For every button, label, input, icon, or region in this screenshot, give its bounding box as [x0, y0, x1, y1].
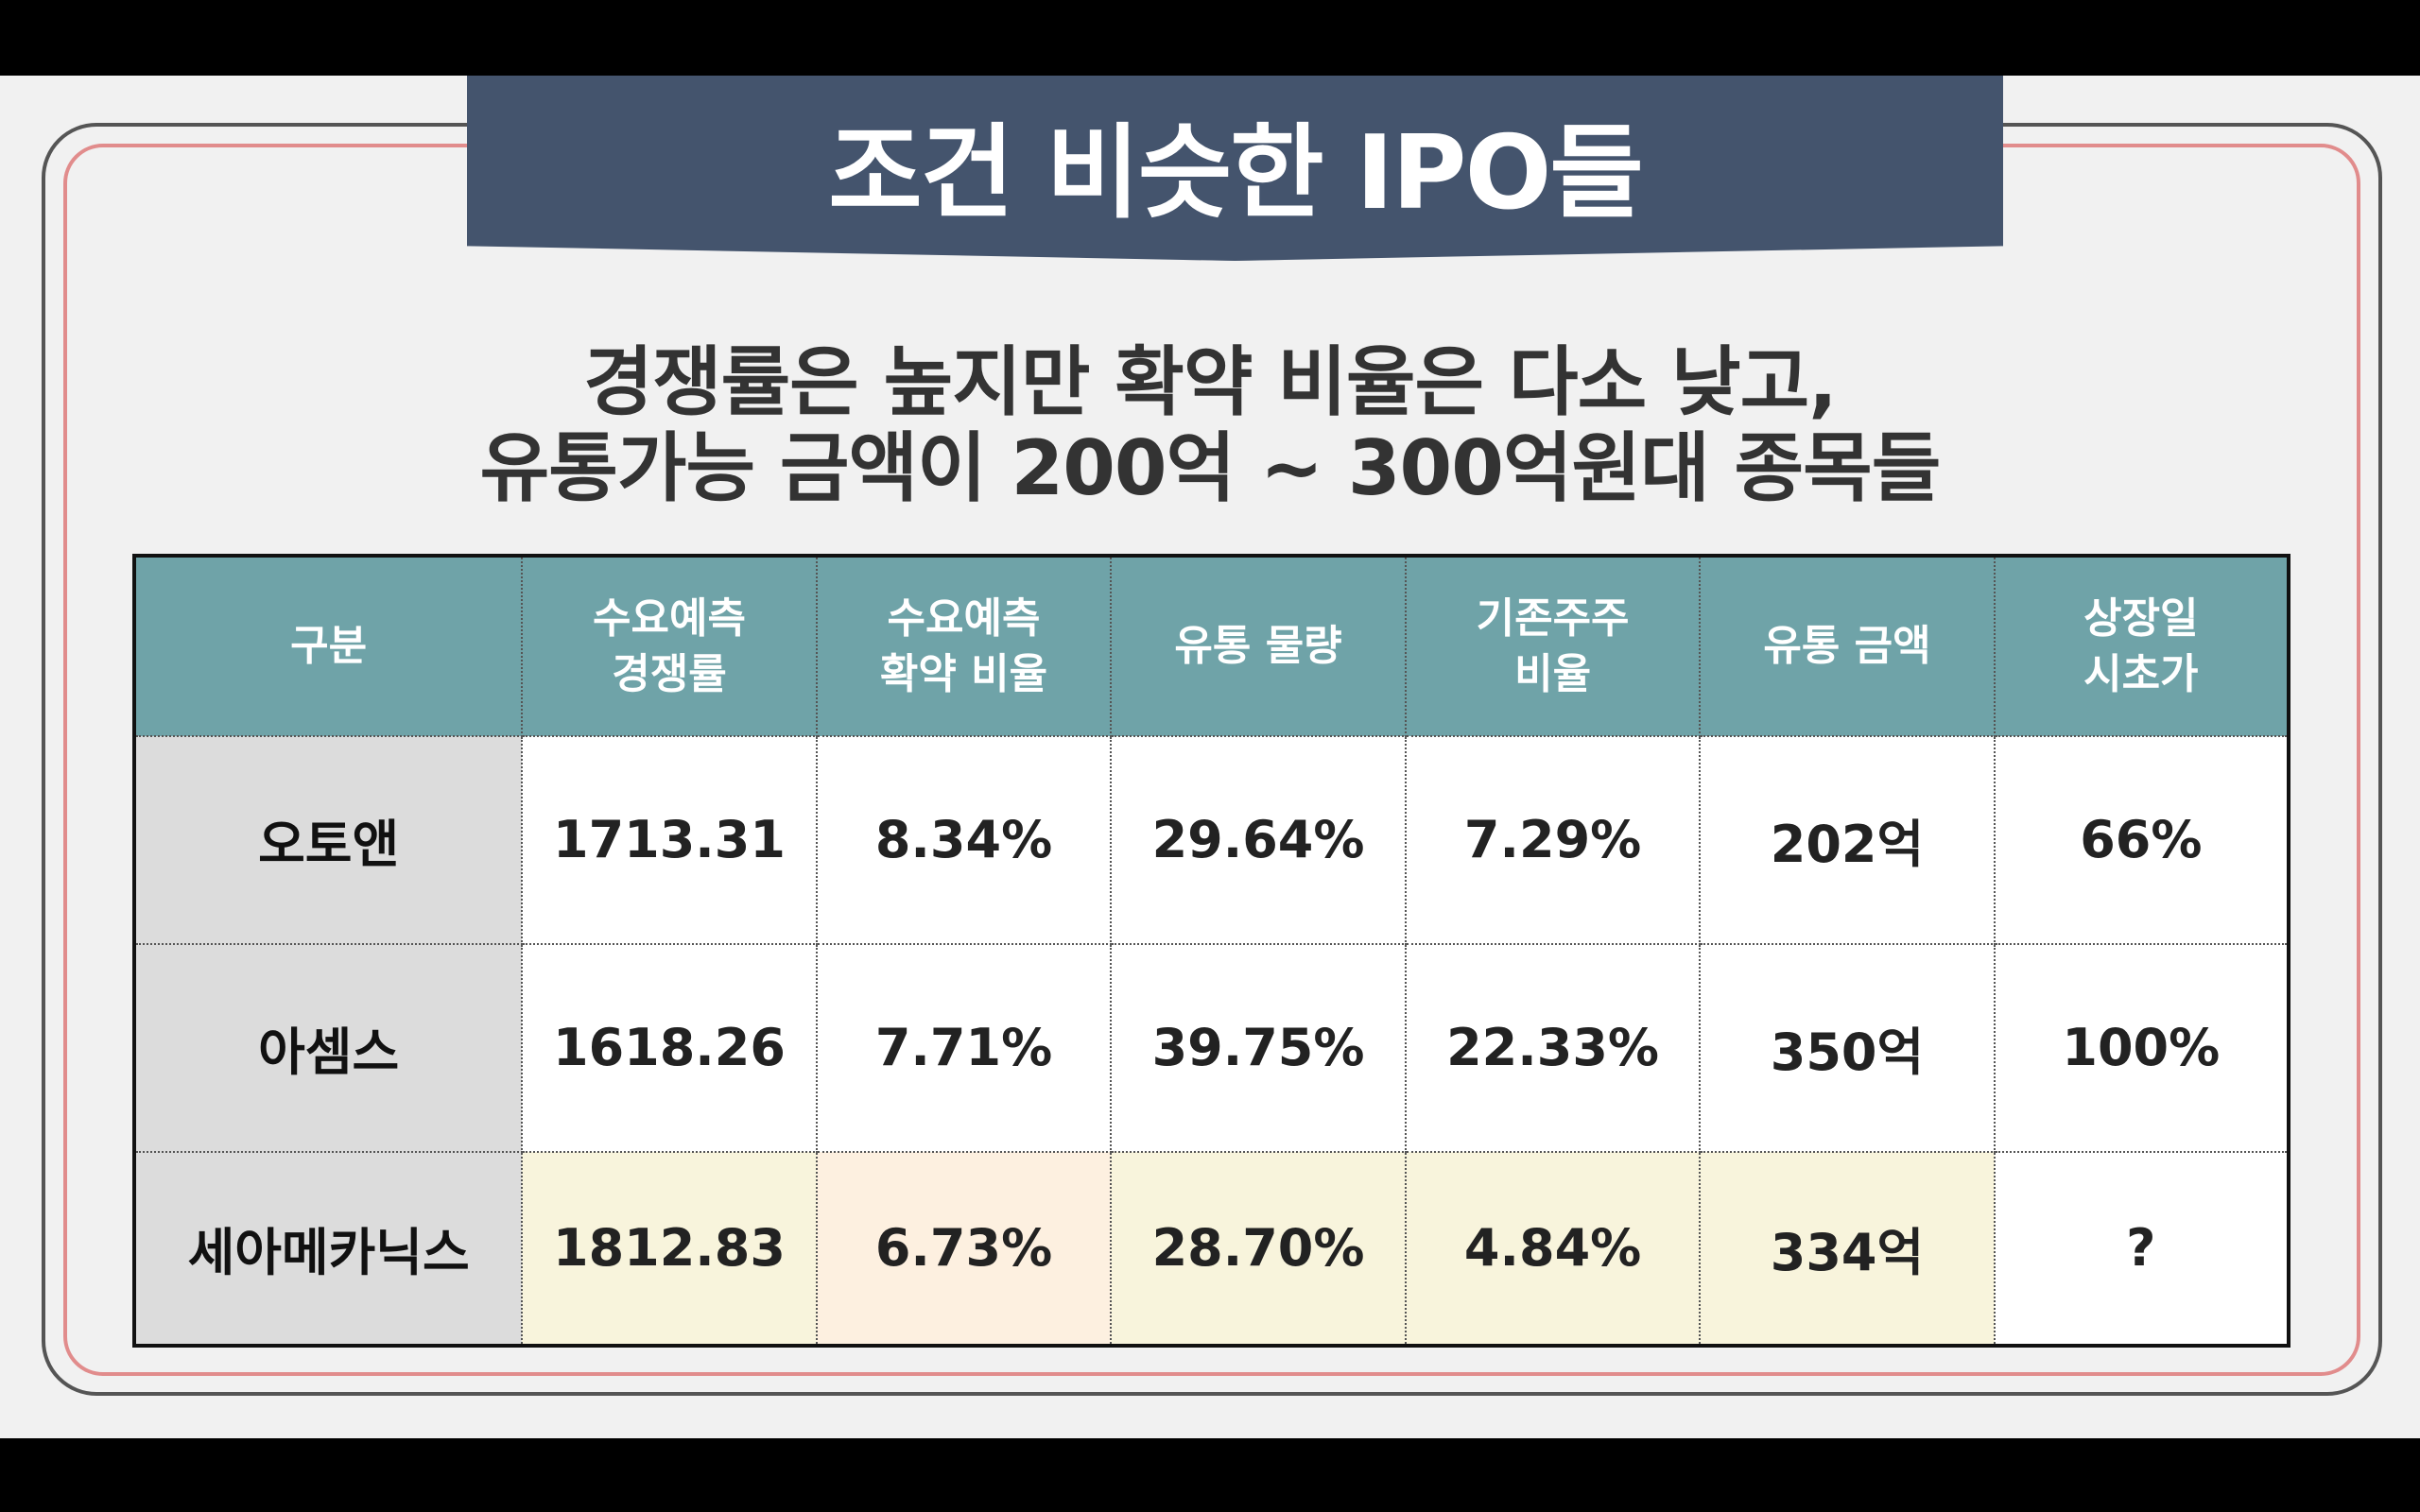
- table-cell: 350억: [1699, 942, 1996, 1153]
- table-row: 오토앤 1713.31 8.34% 29.64% 7.29% 202억 66%: [132, 735, 2290, 945]
- ipo-comparison-table: 구분 수요예측 경쟁률 수요예측 확약 비율 유통 물량 기존주주 비율 유통 금액 …: [132, 554, 2290, 1348]
- header-demand-forecast-competition: 수요예측 경쟁률: [521, 555, 818, 737]
- table-cell: 4.84%: [1404, 1150, 1702, 1348]
- table-header-row: 구분 수요예측 경쟁률 수요예측 확약 비율 유통 물량 기존주주 비율 유통 금액 …: [132, 555, 2290, 737]
- table-cell: 100%: [1993, 942, 2290, 1153]
- table-cell: 1618.26: [521, 942, 818, 1153]
- letterbox-bottom: [0, 1438, 2420, 1512]
- header-demand-forecast-lockup-ratio: 수요예측 확약 비율: [815, 555, 1113, 737]
- subtitle-line-2: 유통가능 금액이 200억 ~ 300억원대 종목들: [479, 424, 1942, 512]
- table-cell: 8.34%: [815, 735, 1113, 945]
- title-banner: 조건 비슷한 IPO들: [467, 76, 2003, 261]
- table-row-highlighted: 세아메카닉스 1812.83 6.73% 28.70% 4.84% 334억 ?: [132, 1150, 2290, 1348]
- slide-title: 조건 비슷한 IPO들: [828, 114, 1644, 232]
- table-cell: 28.70%: [1110, 1150, 1407, 1348]
- header-category: 구분: [132, 555, 524, 737]
- table-cell: 29.64%: [1110, 735, 1407, 945]
- subtitle-line-1: 경쟁률은 높지만 확약 비율은 다소 낮고,: [583, 338, 1837, 426]
- header-existing-shareholder-ratio: 기존주주 비율: [1404, 555, 1702, 737]
- table-cell: 66%: [1993, 735, 2290, 945]
- row-label: 오토앤: [132, 735, 524, 945]
- letterbox-top: [0, 0, 2420, 76]
- row-label: 아셈스: [132, 942, 524, 1153]
- header-listing-day-open: 상장일 시초가: [1993, 555, 2290, 737]
- table-cell: 7.71%: [815, 942, 1113, 1153]
- slide: 조건 비슷한 IPO들 경쟁률은 높지만 확약 비율은 다소 낮고, 유통가능 …: [0, 76, 2420, 1438]
- table-cell: 22.33%: [1404, 942, 1702, 1153]
- table-row: 아셈스 1618.26 7.71% 39.75% 22.33% 350억 100…: [132, 942, 2290, 1153]
- table-cell: 7.29%: [1404, 735, 1702, 945]
- table-cell: 1713.31: [521, 735, 818, 945]
- table-cell: 6.73%: [815, 1150, 1113, 1348]
- header-float-volume: 유통 물량: [1110, 555, 1407, 737]
- header-float-amount: 유통 금액: [1699, 555, 1996, 737]
- table-cell: 39.75%: [1110, 942, 1407, 1153]
- table-cell: ?: [1993, 1150, 2290, 1348]
- table-cell: 1812.83: [521, 1150, 818, 1348]
- table-cell: 202억: [1699, 735, 1996, 945]
- row-label: 세아메카닉스: [132, 1150, 524, 1348]
- table-cell: 334억: [1699, 1150, 1996, 1348]
